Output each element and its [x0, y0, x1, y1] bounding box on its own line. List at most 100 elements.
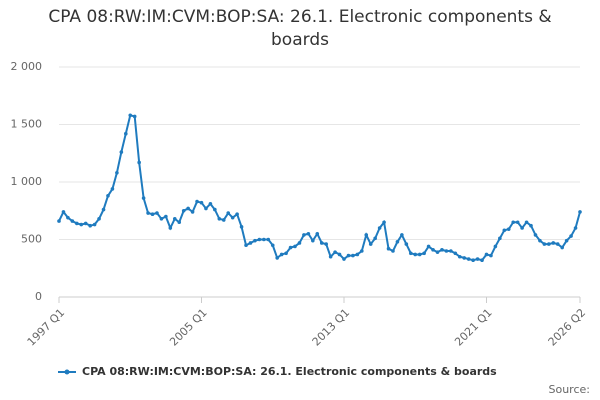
point [226, 211, 231, 215]
point [413, 252, 418, 257]
point [88, 223, 92, 228]
point [547, 242, 551, 246]
point [560, 245, 564, 250]
point [172, 217, 177, 221]
point [311, 238, 315, 243]
point [239, 225, 244, 229]
series-line [58, 114, 581, 262]
x-tick-label: 1997 Q1 [25, 306, 68, 349]
point [79, 222, 84, 227]
point [293, 244, 297, 249]
point [564, 238, 569, 243]
point [453, 251, 458, 256]
x-tick-label: 2013 Q1 [310, 306, 353, 349]
point [404, 242, 409, 246]
point [164, 214, 168, 219]
point [480, 258, 484, 263]
point [92, 222, 97, 227]
point [141, 196, 146, 200]
point [253, 238, 257, 243]
chart-title: CPA 08:RW:IM:CVM:BOP:SA: 26.1. Electroni… [48, 7, 552, 50]
point [275, 256, 279, 260]
point [484, 252, 489, 257]
point [328, 254, 333, 259]
point [431, 248, 435, 252]
point [315, 231, 320, 236]
point [462, 256, 467, 260]
point [208, 202, 213, 206]
point [199, 200, 204, 205]
point [230, 215, 235, 220]
point [422, 251, 426, 256]
point [417, 252, 422, 257]
point [333, 250, 337, 254]
point [391, 249, 395, 253]
point [569, 234, 573, 238]
point [306, 231, 311, 236]
point [119, 150, 124, 154]
point [204, 206, 208, 211]
point [466, 257, 471, 261]
point [97, 217, 101, 221]
point [489, 253, 493, 258]
point [155, 211, 159, 215]
point [70, 219, 75, 223]
point [511, 220, 516, 225]
point [177, 220, 182, 225]
point [538, 238, 542, 243]
y-tick-label: 0 [35, 290, 42, 303]
point [132, 114, 137, 119]
point [373, 236, 377, 241]
point [493, 244, 498, 249]
point [426, 244, 431, 249]
point [257, 237, 262, 242]
point [400, 233, 404, 237]
point [101, 207, 106, 212]
point [475, 257, 480, 261]
point [186, 206, 190, 211]
point [382, 220, 386, 225]
point [319, 241, 324, 245]
point [440, 248, 444, 252]
point [515, 220, 520, 225]
point [324, 242, 328, 246]
point [128, 113, 133, 118]
y-tick-label: 1 500 [11, 118, 43, 131]
point [279, 252, 284, 257]
point [435, 250, 440, 254]
point [150, 212, 155, 216]
point [61, 210, 66, 214]
point [288, 245, 293, 250]
point [262, 237, 266, 242]
point [168, 226, 173, 230]
point [195, 199, 199, 204]
point [520, 226, 524, 230]
source: Source: [549, 383, 591, 396]
point [498, 236, 502, 241]
point [75, 221, 79, 226]
point [337, 252, 342, 257]
x-tick-label: 2026 Q2 [546, 306, 589, 349]
point [266, 237, 271, 242]
point [302, 233, 306, 237]
point [221, 218, 226, 222]
point [524, 220, 529, 225]
x-tick-label: 2005 Q1 [167, 306, 210, 349]
legend-marker [64, 369, 70, 375]
point [297, 241, 302, 245]
y-tick-label: 500 [21, 233, 42, 246]
point [551, 241, 556, 245]
point [123, 131, 128, 136]
point [284, 251, 288, 256]
point [137, 160, 141, 165]
point [66, 215, 70, 220]
point [573, 226, 578, 230]
point [57, 219, 61, 223]
point [217, 217, 222, 221]
point [360, 249, 364, 253]
point [106, 194, 110, 198]
point [502, 228, 507, 233]
point [244, 243, 248, 248]
